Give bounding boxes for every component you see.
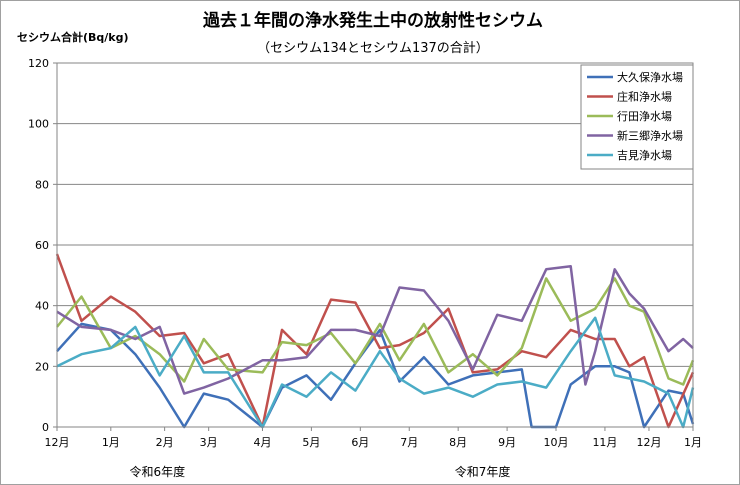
x-tick-label: 1月	[684, 436, 702, 449]
chart-title: 過去１年間の浄水発生土中の放射性セシウム	[203, 10, 543, 31]
x-tick-label: 12月	[636, 436, 661, 449]
x-tick-label: 5月	[302, 436, 320, 449]
y-tick-label: 100	[28, 118, 49, 131]
legend-label: 庄和浄水場	[617, 90, 672, 104]
fiscal-year-labels: 令和6年度 令和7年度	[129, 464, 510, 479]
y-tick-label: 60	[35, 239, 49, 252]
y-tick-label: 120	[28, 57, 49, 70]
y-axis-label: セシウム合計(Bq/kg)	[17, 30, 129, 44]
series-lines	[55, 253, 695, 429]
series-line-2	[55, 253, 695, 429]
x-tick-label: 8月	[449, 436, 467, 449]
x-tick-label: 11月	[592, 436, 617, 449]
y-tick-label: 40	[35, 300, 49, 313]
x-tick-label: 7月	[400, 436, 418, 449]
x-tick-labels: 12月 1月 2月 3月 4月 5月 6月 7月 8月 9月 10月 11月 12月 1月	[45, 436, 703, 449]
legend-label: 大久保浄水場	[617, 70, 683, 84]
period-label: 令和7年度	[455, 464, 511, 479]
x-tick-label: 2月	[156, 436, 174, 449]
x-tick-label: 4月	[253, 436, 271, 449]
x-tick-label: 9月	[498, 436, 516, 449]
x-tick-label: 1月	[102, 436, 120, 449]
series-line-1	[56, 322, 695, 429]
legend-label: 行田浄水場	[617, 109, 672, 123]
legend-label: 新三郷浄水場	[617, 129, 683, 143]
y-tick-labels: 0 20 40 60 80 100 120	[28, 57, 49, 434]
legend-label: 吉見浄水場	[617, 148, 672, 162]
series-line-4	[56, 264, 694, 395]
x-tick-label: 12月	[45, 436, 70, 449]
x-tick-label: 6月	[351, 436, 369, 449]
x-tick-label: 3月	[200, 436, 218, 449]
plot-area-border	[56, 62, 694, 428]
y-tick-label: 20	[35, 360, 49, 373]
y-tick-label: 80	[35, 178, 49, 191]
series-line-5	[56, 316, 695, 429]
period-label: 令和6年度	[129, 464, 185, 479]
y-tick-label: 0	[42, 421, 49, 434]
chart-subtitle: （セシウム134とセシウム137の合計）	[257, 40, 489, 56]
x-tick-label: 10月	[544, 436, 569, 449]
